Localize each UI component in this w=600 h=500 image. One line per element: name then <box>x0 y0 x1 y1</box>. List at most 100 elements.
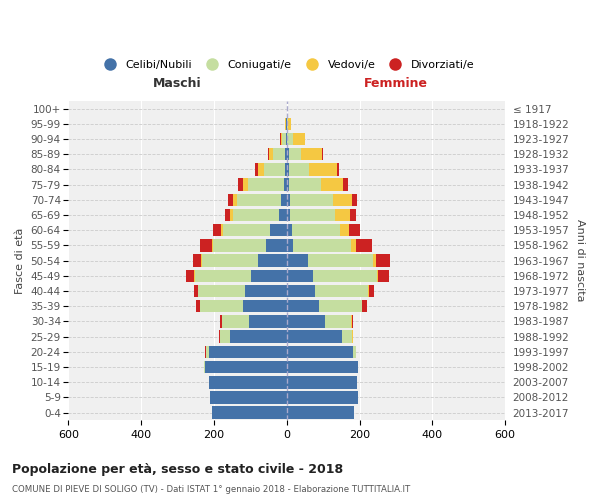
Bar <box>213 239 266 252</box>
Bar <box>237 194 281 206</box>
Legend: Celibi/Nubili, Coniugati/e, Vedovi/e, Divorziati/e: Celibi/Nubili, Coniugati/e, Vedovi/e, Di… <box>95 56 479 74</box>
Bar <box>243 178 248 191</box>
Bar <box>287 194 290 206</box>
Bar <box>268 148 269 160</box>
Bar <box>200 300 243 312</box>
Bar <box>220 315 223 328</box>
Bar <box>230 209 233 222</box>
Bar <box>243 300 287 312</box>
Bar <box>287 224 292 236</box>
Bar <box>287 330 342 343</box>
Bar <box>352 194 357 206</box>
Bar <box>281 133 283 145</box>
Bar <box>337 163 339 175</box>
Bar <box>313 270 377 282</box>
Bar <box>280 209 287 222</box>
Bar <box>194 285 198 298</box>
Text: Popolazione per età, sesso e stato civile - 2018: Popolazione per età, sesso e stato civil… <box>12 462 343 475</box>
Bar <box>200 239 212 252</box>
Bar <box>193 254 201 267</box>
Bar <box>233 194 237 206</box>
Bar <box>377 270 379 282</box>
Bar <box>212 406 287 419</box>
Bar <box>332 194 352 206</box>
Bar <box>290 209 335 222</box>
Bar <box>315 285 368 298</box>
Bar <box>287 376 356 388</box>
Bar <box>233 209 280 222</box>
Bar <box>213 224 221 236</box>
Bar <box>340 224 349 236</box>
Bar <box>356 239 371 252</box>
Bar <box>379 270 389 282</box>
Bar <box>342 330 352 343</box>
Bar <box>373 254 376 267</box>
Bar <box>186 270 194 282</box>
Bar <box>220 330 230 343</box>
Bar <box>369 285 374 298</box>
Bar <box>238 178 243 191</box>
Bar <box>287 285 315 298</box>
Bar <box>376 254 390 267</box>
Bar <box>287 163 289 175</box>
Bar <box>223 224 271 236</box>
Bar <box>228 194 233 206</box>
Bar <box>283 133 286 145</box>
Bar <box>285 163 287 175</box>
Bar <box>202 254 259 267</box>
Text: Femmine: Femmine <box>364 78 428 90</box>
Bar <box>292 224 340 236</box>
Bar <box>350 209 356 222</box>
Bar <box>293 239 351 252</box>
Bar <box>206 346 209 358</box>
Bar <box>230 330 287 343</box>
Bar <box>349 224 359 236</box>
Bar <box>264 163 285 175</box>
Bar <box>343 178 347 191</box>
Bar <box>289 148 301 160</box>
Bar <box>287 239 293 252</box>
Bar <box>209 346 287 358</box>
Bar <box>223 315 248 328</box>
Bar <box>284 178 287 191</box>
Bar <box>248 178 284 191</box>
Bar <box>287 346 353 358</box>
Bar <box>266 239 287 252</box>
Bar <box>289 178 320 191</box>
Bar <box>221 224 223 236</box>
Bar <box>325 315 351 328</box>
Bar <box>287 133 293 145</box>
Bar <box>225 209 230 222</box>
Bar <box>353 346 356 358</box>
Y-axis label: Fasce di età: Fasce di età <box>15 228 25 294</box>
Bar <box>201 254 202 267</box>
Bar <box>286 133 287 145</box>
Bar <box>362 300 367 312</box>
Bar <box>287 178 289 191</box>
Bar <box>288 118 291 130</box>
Bar <box>209 376 287 388</box>
Bar <box>271 224 287 236</box>
Bar <box>352 315 353 328</box>
Bar <box>259 254 287 267</box>
Bar <box>287 209 290 222</box>
Bar <box>245 285 287 298</box>
Bar <box>212 239 213 252</box>
Bar <box>287 406 354 419</box>
Bar <box>196 300 200 312</box>
Bar <box>335 209 350 222</box>
Bar <box>308 254 373 267</box>
Bar <box>308 163 337 175</box>
Bar <box>287 270 313 282</box>
Bar <box>301 148 322 160</box>
Bar <box>251 270 287 282</box>
Bar <box>368 285 369 298</box>
Bar <box>290 194 332 206</box>
Bar <box>248 315 287 328</box>
Bar <box>287 361 358 374</box>
Bar <box>319 300 362 312</box>
Bar <box>287 148 289 160</box>
Bar <box>322 148 323 160</box>
Bar <box>320 178 343 191</box>
Bar <box>269 148 273 160</box>
